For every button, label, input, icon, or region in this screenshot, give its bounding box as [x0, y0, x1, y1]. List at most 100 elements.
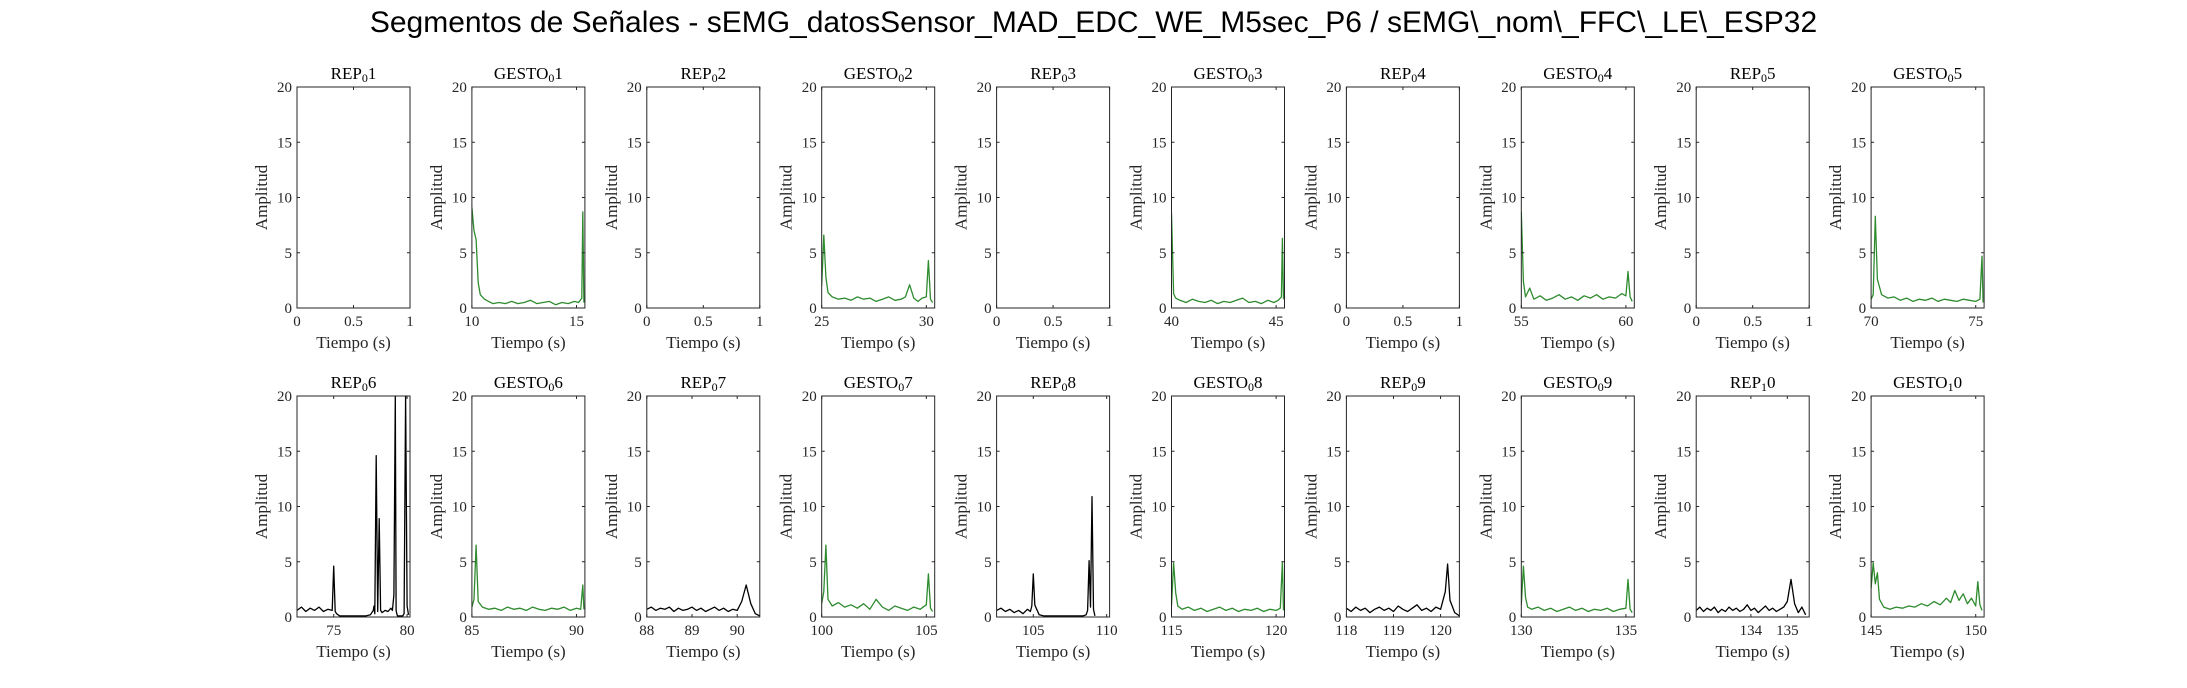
subplot-rep-04-ylabel: Amplitud [1301, 164, 1320, 230]
subplot-rep-01-title: REP01 [331, 64, 377, 85]
subplot-gesto-09-title: GESTO09 [1543, 373, 1612, 394]
subplot-rep-08: 0 5 10 15 20 105 110 Tiempo (s) Amplitud REP08 [952, 373, 1118, 661]
subplot-gesto-06-ytick-label: 15 [452, 444, 467, 460]
subplot-rep-01-ytick-label: 5 [285, 246, 293, 262]
subplot-gesto-03-ytick-label: 20 [1152, 80, 1167, 96]
subplot-rep-06-axes-box [296, 395, 411, 618]
subplot-gesto-02-axes-box [821, 86, 936, 309]
subplot-gesto-03-series-line [1171, 212, 1285, 305]
subplot-rep-08-ytick-label: 0 [984, 610, 992, 626]
subplot-rep-04-ytick-label: 15 [1326, 135, 1341, 151]
subplot-gesto-09-ytick-label: 15 [1501, 444, 1516, 460]
subplot-gesto-06-xtick-label: 85 [464, 623, 479, 639]
subplot-gesto-10-ytick-label: 10 [1851, 500, 1866, 516]
subplot-gesto-10-ylabel: Amplitud [1826, 473, 1845, 539]
subplot-gesto-09-ytick-label: 10 [1501, 500, 1516, 516]
subplot-rep-06-ytick-label: 15 [277, 444, 292, 460]
subplot-gesto-10-ytick-label: 0 [1859, 610, 1867, 626]
subplot-rep-06-ytick-label: 5 [285, 555, 293, 571]
subplot-rep-02-ytick-label: 20 [627, 80, 642, 96]
subplot-rep-07-ylabel: Amplitud [602, 473, 621, 539]
subplot-rep-08-series-line [996, 495, 1096, 617]
subplot-gesto-02-ylabel: Amplitud [777, 164, 796, 230]
subplot-gesto-07-ytick-label: 20 [802, 389, 817, 405]
subplot-rep-01-ytick-label: 0 [285, 301, 293, 317]
subplot-rep-04-xlabel: Tiempo (s) [1366, 333, 1440, 352]
subplot-rep-03-title: REP03 [1030, 64, 1076, 85]
subplot-rep-10-ytick-label: 15 [1676, 444, 1691, 460]
subplot-rep-07-xtick-label: 90 [730, 623, 745, 639]
subplot-gesto-06-ylabel: Amplitud [427, 473, 446, 539]
subplot-rep-07-xtick-label: 88 [639, 623, 654, 639]
subplot-gesto-03-ytick-label: 10 [1152, 191, 1167, 207]
subplot-gesto-05-ytick-label: 10 [1851, 191, 1866, 207]
subplot-gesto-09-ylabel: Amplitud [1476, 473, 1495, 539]
subplot-gesto-02-xlabel: Tiempo (s) [841, 333, 915, 352]
subplot-gesto-02-ytick-label: 5 [809, 246, 817, 262]
subplot-rep-04-ytick-label: 20 [1326, 80, 1341, 96]
subplot-rep-01-ytick-label: 15 [277, 135, 292, 151]
subplot-gesto-10-series-line [1871, 562, 1983, 611]
subplot-gesto-04-series-line [1521, 211, 1633, 302]
subplot-rep-03-ytick-label: 5 [984, 246, 992, 262]
subplot-gesto-06-ytick-label: 5 [459, 555, 467, 571]
subplot-rep-10-ytick-label: 20 [1676, 389, 1691, 405]
subplot-gesto-10-xtick-label: 150 [1964, 623, 1987, 639]
subplot-rep-08-xtick-label: 105 [1022, 623, 1045, 639]
subplot-gesto-05-ylabel: Amplitud [1826, 164, 1845, 230]
subplot-gesto-06-ytick-label: 10 [452, 500, 467, 516]
subplot-rep-09-ytick-label: 20 [1326, 389, 1341, 405]
subplot-rep-09-xtick-label: 120 [1429, 623, 1452, 639]
subplot-gesto-09-xtick-label: 130 [1510, 623, 1533, 639]
subplot-gesto-06-xtick-label: 90 [569, 623, 584, 639]
subplot-rep-01-xlabel: Tiempo (s) [316, 333, 390, 352]
subplot-rep-03-xtick-label: 0.5 [1044, 314, 1063, 330]
subplot-rep-05-title: REP05 [1730, 64, 1776, 85]
subplot-gesto-10-ytick-label: 5 [1859, 555, 1867, 571]
subplot-rep-07-ytick-label: 5 [634, 555, 642, 571]
subplot-rep-07: 0 5 10 15 20 88 89 90 Tiempo (s) Amplitud REP07 [602, 373, 761, 661]
subplot-gesto-03-ytick-label: 0 [1159, 301, 1167, 317]
subplot-rep-02-xlabel: Tiempo (s) [666, 333, 740, 352]
subplot-gesto-08-ytick-label: 20 [1152, 389, 1167, 405]
subplot-gesto-01-ytick-label: 5 [459, 246, 467, 262]
subplot-rep-05: 0 5 10 15 20 0 0.5 1 Tiempo (s) Amplitud REP05 [1651, 64, 1813, 352]
subplot-rep-07-ytick-label: 15 [627, 444, 642, 460]
subplot-rep-10-ylabel: Amplitud [1651, 473, 1670, 539]
subplot-gesto-07-xlabel: Tiempo (s) [841, 642, 915, 661]
subplot-rep-07-series-line [646, 584, 760, 617]
subplot-rep-03-ytick-label: 0 [984, 301, 992, 317]
subplot-gesto-04-xlabel: Tiempo (s) [1541, 333, 1615, 352]
subplot-gesto-10-ytick-label: 15 [1851, 444, 1866, 460]
subplot-rep-08-ytick-label: 20 [977, 389, 992, 405]
subplot-rep-06-xtick-label: 80 [400, 623, 415, 639]
subplot-gesto-02-title: GESTO02 [844, 64, 913, 85]
subplot-gesto-01-xtick-label: 15 [569, 314, 584, 330]
subplot-gesto-06-title: GESTO06 [494, 373, 563, 394]
subplot-rep-08-ytick-label: 10 [977, 500, 992, 516]
subplot-rep-05-ytick-label: 0 [1684, 301, 1692, 317]
subplot-rep-02-xtick-label: 1 [756, 314, 764, 330]
subplot-rep-01-ylabel: Amplitud [252, 164, 271, 230]
subplot-gesto-10-ytick-label: 20 [1851, 389, 1866, 405]
subplot-gesto-04-ytick-label: 15 [1501, 135, 1516, 151]
subplot-gesto-01-ylabel: Amplitud [427, 164, 446, 230]
subplot-rep-01-axes-box [296, 86, 411, 309]
subplot-rep-05-xtick-label: 1 [1805, 314, 1813, 330]
subplot-rep-02-title: REP02 [680, 64, 726, 85]
subplot-rep-04-axes-box [1345, 86, 1460, 309]
subplot-rep-10-xlabel: Tiempo (s) [1715, 642, 1789, 661]
subplot-gesto-05-ytick-label: 15 [1851, 135, 1866, 151]
subplot-gesto-06-ytick-label: 0 [459, 610, 467, 626]
subplot-rep-07-ytick-label: 20 [627, 389, 642, 405]
subplot-rep-09-ytick-label: 5 [1334, 555, 1342, 571]
subplot-rep-10-ytick-label: 0 [1684, 610, 1692, 626]
subplot-gesto-02-ytick-label: 0 [809, 301, 817, 317]
